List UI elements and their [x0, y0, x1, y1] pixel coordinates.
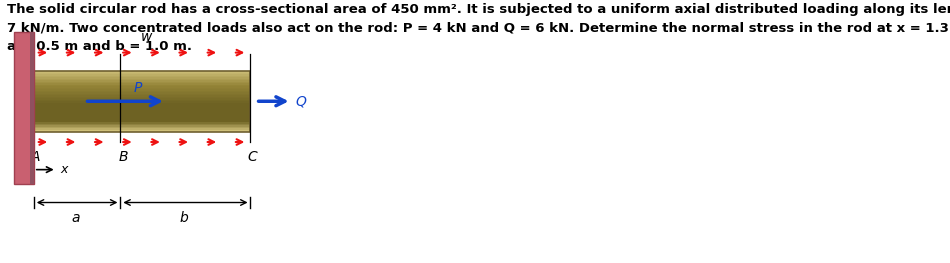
Bar [34, 110, 251, 112]
Bar [34, 103, 251, 104]
Bar [34, 119, 251, 121]
Bar [34, 71, 251, 73]
Bar [34, 75, 251, 77]
Bar [34, 95, 251, 97]
Bar [34, 84, 251, 86]
Text: x: x [60, 163, 67, 176]
Text: Q: Q [295, 94, 306, 108]
Bar [34, 90, 251, 92]
Bar [34, 72, 251, 74]
Bar [14, 32, 34, 184]
Bar [34, 130, 251, 132]
Bar [34, 104, 251, 106]
Bar [34, 128, 251, 130]
Bar [34, 80, 251, 82]
Text: a: a [72, 211, 81, 225]
Bar [34, 115, 251, 116]
Bar [34, 113, 251, 115]
Bar [34, 97, 251, 98]
Bar [34, 127, 251, 129]
Bar [30, 32, 34, 184]
Bar [34, 83, 251, 85]
Bar [34, 125, 251, 127]
Bar [34, 77, 251, 79]
Text: The solid circular rod has a cross-sectional area of 450 mm². It is subjected to: The solid circular rod has a cross-secti… [7, 3, 950, 53]
Bar [34, 105, 251, 107]
Bar [34, 118, 251, 119]
Bar [34, 74, 251, 75]
Bar [34, 101, 251, 103]
Bar [34, 121, 251, 123]
Bar [34, 116, 251, 118]
Bar [34, 109, 251, 110]
Bar [34, 86, 251, 88]
Bar [34, 124, 251, 125]
Bar [34, 99, 251, 101]
Bar [34, 89, 251, 91]
Text: A: A [31, 150, 41, 164]
Text: P: P [133, 81, 142, 95]
Bar [34, 78, 251, 80]
Bar [34, 87, 251, 89]
Bar [34, 71, 251, 132]
Bar [34, 112, 251, 113]
Bar [34, 98, 251, 100]
Text: C: C [248, 150, 257, 164]
Bar [34, 93, 251, 95]
Bar [34, 92, 251, 94]
Bar [34, 122, 251, 124]
Bar [34, 81, 251, 83]
Text: B: B [119, 150, 128, 164]
Text: w: w [141, 30, 152, 44]
Bar [34, 107, 251, 109]
Text: b: b [180, 211, 188, 225]
